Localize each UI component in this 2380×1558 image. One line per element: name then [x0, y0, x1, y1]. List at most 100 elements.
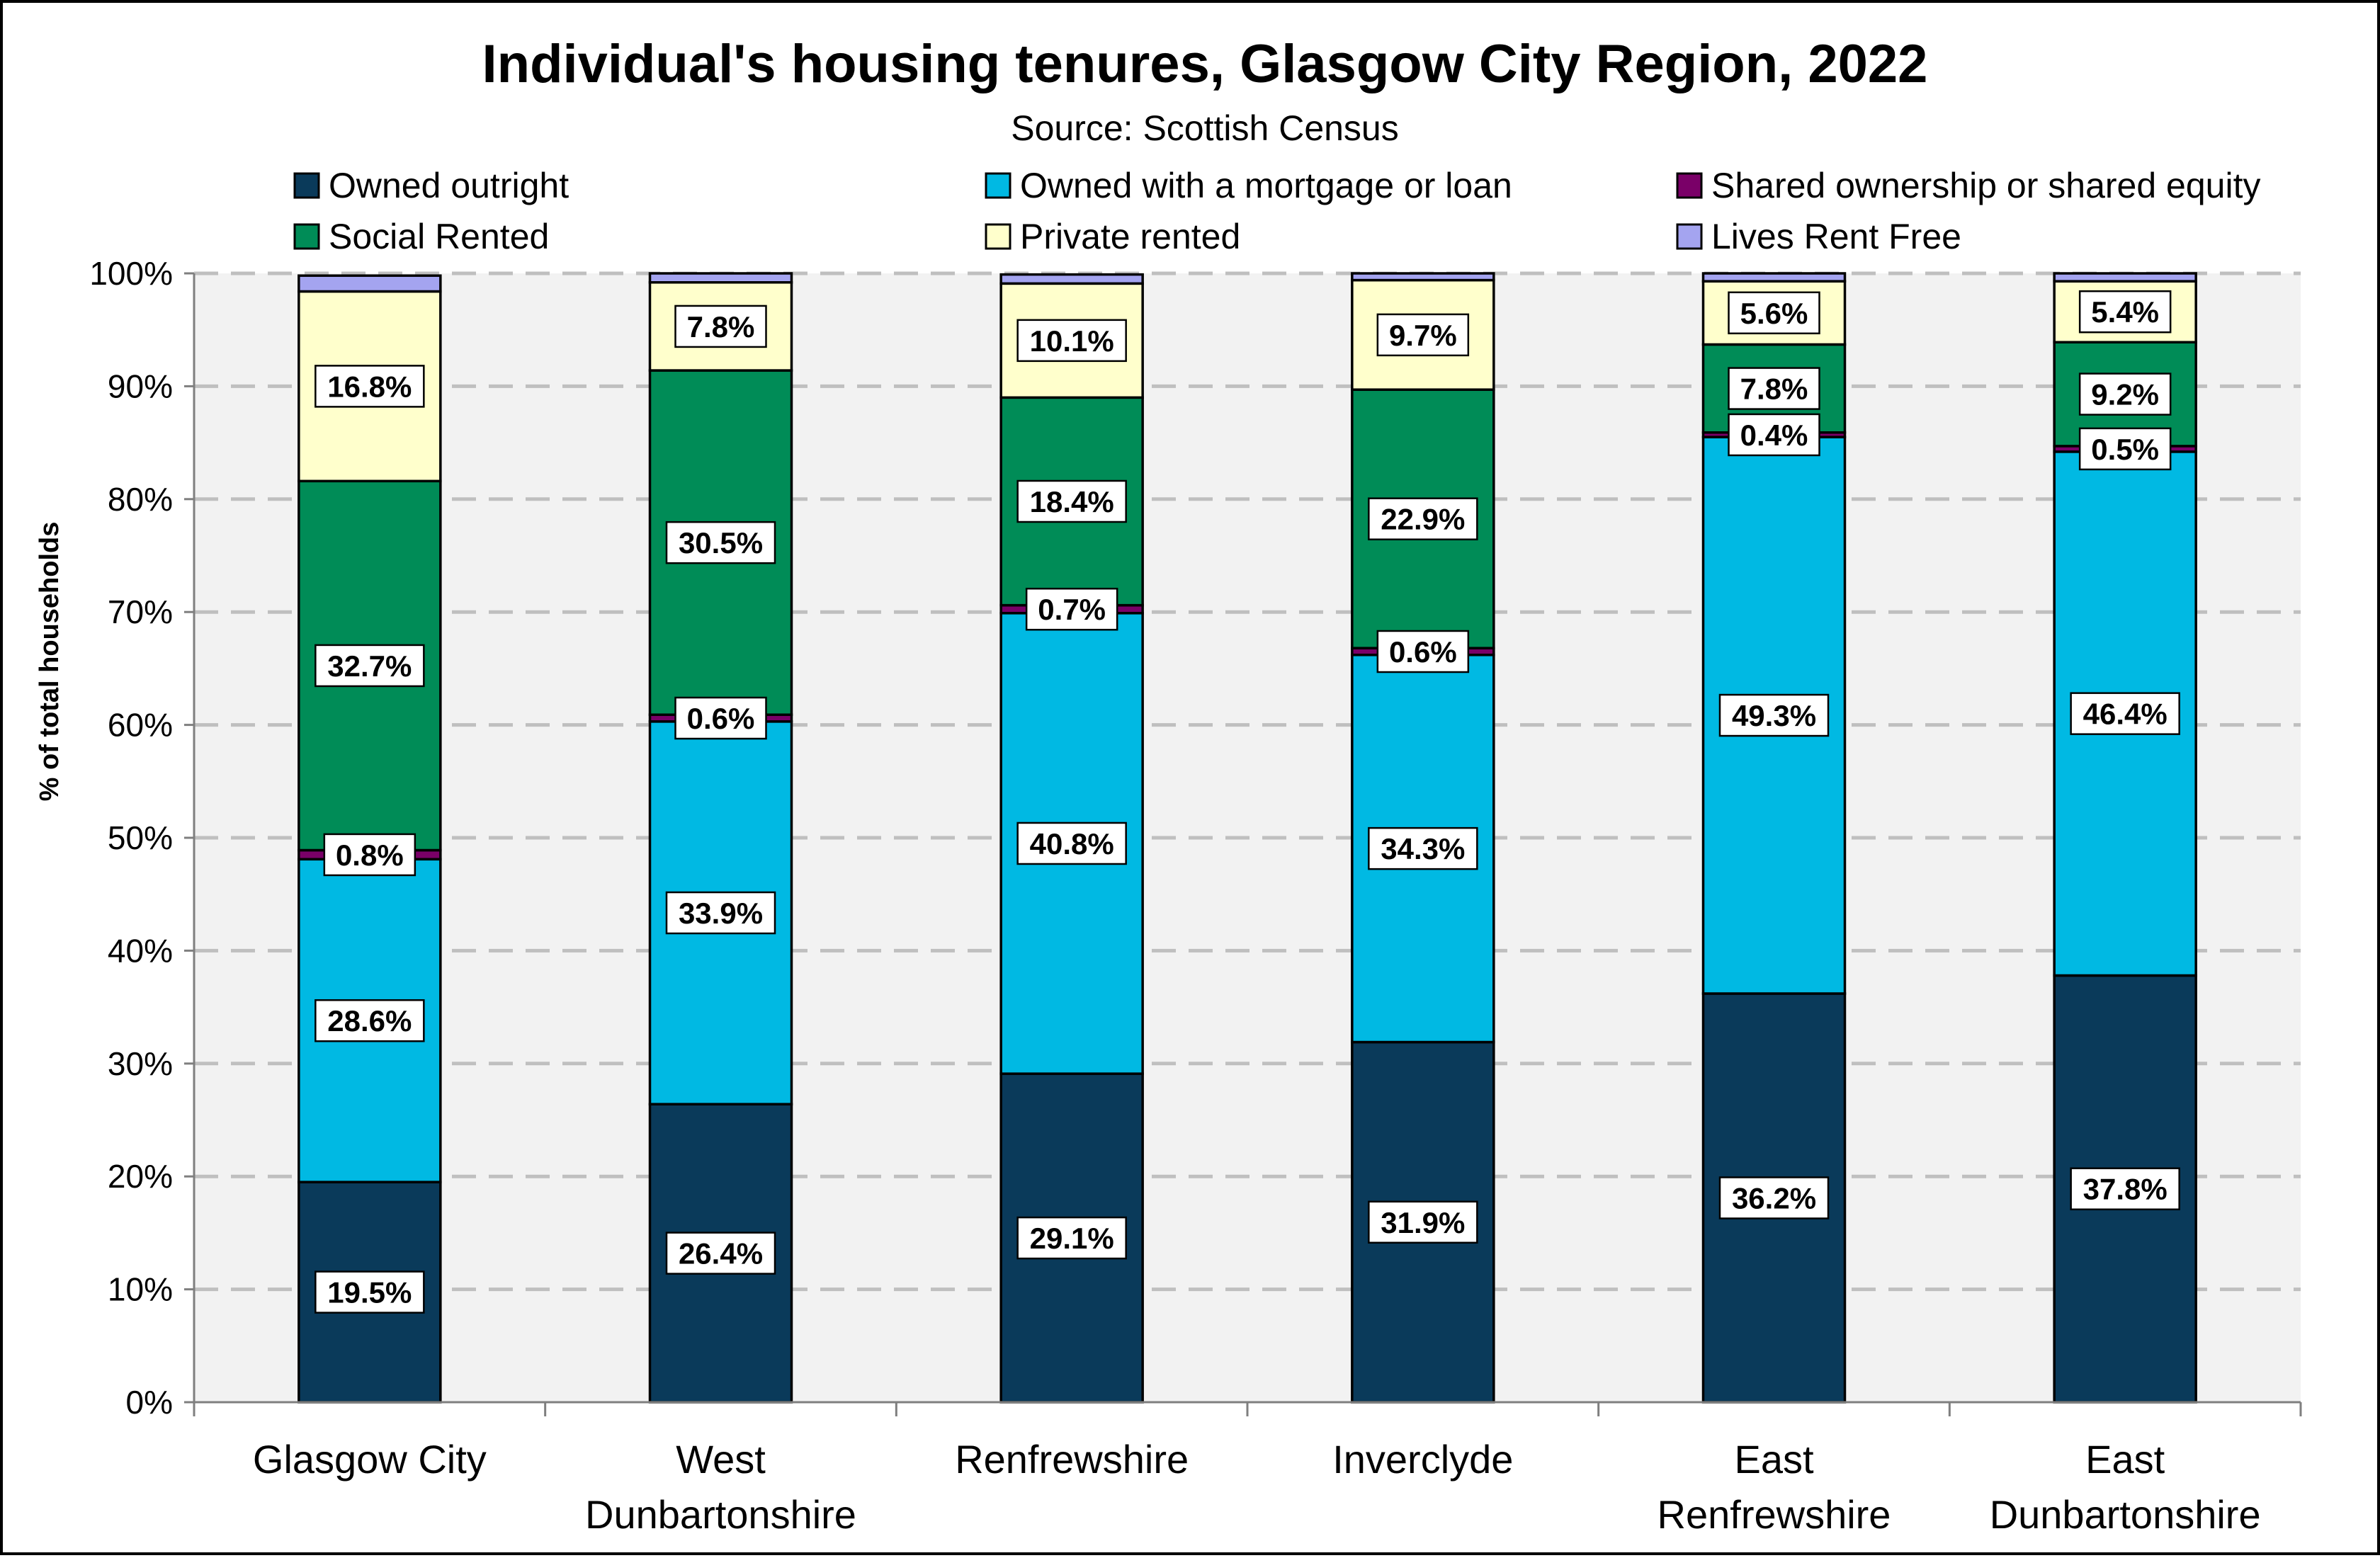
chart-svg: Individual's housing tenures, Glasgow Ci… [35, 34, 2302, 1537]
legend: Owned outright Owned with a mortgage or l… [293, 166, 2260, 256]
data-label: 40.8% [1016, 821, 1127, 865]
data-label: 29.1% [1016, 1216, 1127, 1260]
legend-item: Shared ownership or shared equity [1676, 166, 2260, 205]
y-tick-label: 20% [108, 1158, 173, 1195]
data-label-text: 40.8% [1030, 827, 1114, 860]
y-tick-label: 0% [126, 1384, 173, 1421]
data-label: 0.5% [2078, 427, 2172, 471]
data-label: 0.8% [323, 833, 416, 877]
data-label: 9.7% [1376, 313, 1470, 357]
data-label-text: 10.1% [1030, 324, 1114, 358]
data-label-text: 19.5% [327, 1276, 412, 1309]
data-label-box [1016, 479, 1127, 523]
data-label-box [1728, 367, 1820, 410]
data-label: 9.2% [2078, 373, 2172, 416]
data-label-text: 37.8% [2083, 1173, 2168, 1206]
legend-label: Private rented [1020, 217, 1240, 256]
data-label-text: 0.4% [1740, 419, 1808, 452]
data-label: 32.7% [314, 644, 425, 688]
data-label-text: 34.3% [1381, 832, 1465, 865]
y-tick-labels: 0% 10% 20% 30% 40% 50% 60% 70% 80% 90% 100% [89, 255, 173, 1421]
y-tick-label: 50% [108, 819, 173, 856]
data-label: 0.6% [1376, 630, 1470, 673]
data-label-box [1728, 291, 1820, 335]
data-label: 7.8% [674, 305, 767, 348]
data-label-box [1368, 1200, 1478, 1244]
legend-label: Owned outright [329, 166, 569, 205]
data-label: 46.4% [2070, 692, 2180, 735]
data-label-text: 0.5% [2091, 433, 2159, 466]
data-label-text: 30.5% [679, 526, 763, 559]
legend-item: Lives Rent Free [1676, 217, 1961, 256]
data-label-text: 0.6% [1389, 635, 1457, 669]
data-label-box [314, 999, 425, 1042]
data-label-box [2078, 373, 2172, 416]
bar-segment [648, 272, 793, 284]
bar-segment [1701, 272, 1847, 283]
data-label-text: 9.7% [1389, 319, 1457, 352]
data-label-box [1016, 821, 1127, 865]
category-label: Glasgow City [253, 1437, 487, 1482]
data-label: 30.5% [665, 521, 776, 564]
data-label-box [674, 305, 767, 348]
data-label-box [2070, 692, 2180, 735]
data-label: 33.9% [665, 891, 776, 935]
y-tick-label: 30% [108, 1045, 173, 1082]
data-label-text: 9.2% [2091, 378, 2159, 411]
bar-segment [2053, 272, 2197, 283]
legend-item: Private rented [985, 217, 1240, 256]
data-label-box [674, 696, 767, 740]
data-label-text: 46.4% [2083, 698, 2168, 731]
data-label-box [1368, 497, 1478, 540]
data-label: 22.9% [1368, 497, 1478, 540]
data-label-text: 0.6% [687, 702, 755, 735]
data-label-text: 29.1% [1030, 1222, 1114, 1255]
data-label: 0.7% [1025, 587, 1118, 631]
data-label-text: 18.4% [1030, 485, 1114, 518]
legend-item: Owned outright [293, 166, 569, 205]
data-label-box [314, 644, 425, 688]
data-label-text: 49.3% [1732, 699, 1816, 732]
data-label-box [2070, 1167, 2180, 1210]
data-label-box [665, 521, 776, 564]
legend-swatch [293, 223, 320, 250]
bar-segment [298, 274, 442, 293]
data-label: 19.5% [314, 1270, 425, 1314]
data-label: 0.4% [1728, 413, 1820, 457]
legend-swatch [293, 172, 320, 199]
y-tick-label: 80% [108, 481, 173, 518]
data-label-box [665, 891, 776, 935]
data-label: 0.6% [674, 696, 767, 740]
data-label-text: 28.6% [327, 1004, 412, 1037]
data-label-text: 22.9% [1381, 503, 1465, 536]
y-tick-label: 10% [108, 1271, 173, 1308]
data-label-box [1728, 413, 1820, 457]
y-tick-label: 40% [108, 932, 173, 969]
data-label-text: 26.4% [679, 1237, 763, 1270]
data-label: 16.8% [314, 365, 425, 408]
data-label-text: 36.2% [1732, 1181, 1816, 1215]
chart-subtitle: Source: Scottish Census [1011, 108, 1399, 148]
category-labels: Glasgow City West Dunbartonshire Renfrewshi… [253, 1437, 2261, 1537]
data-label-box [2078, 427, 2172, 471]
data-label-box [1376, 630, 1470, 673]
data-label: 26.4% [665, 1232, 776, 1275]
category-label: East Renfrewshire [1658, 1437, 1891, 1537]
data-label-text: 33.9% [679, 897, 763, 930]
y-tick-label: 90% [108, 368, 173, 404]
legend-label: Social Rented [329, 217, 549, 256]
data-label-text: 31.9% [1381, 1206, 1465, 1239]
data-label-box [665, 1232, 776, 1275]
data-label: 5.6% [1728, 291, 1820, 335]
data-label: 37.8% [2070, 1167, 2180, 1210]
data-label-text: 5.6% [1740, 297, 1808, 330]
data-label-box [2078, 290, 2172, 334]
data-label: 34.3% [1368, 826, 1478, 870]
category-label: Inverclyde [1332, 1437, 1513, 1482]
data-label-box [323, 833, 416, 877]
bar-segment [999, 273, 1144, 285]
data-label: 28.6% [314, 999, 425, 1042]
bar-segment [1351, 272, 1495, 282]
legend-label: Owned with a mortgage or loan [1020, 166, 1512, 205]
